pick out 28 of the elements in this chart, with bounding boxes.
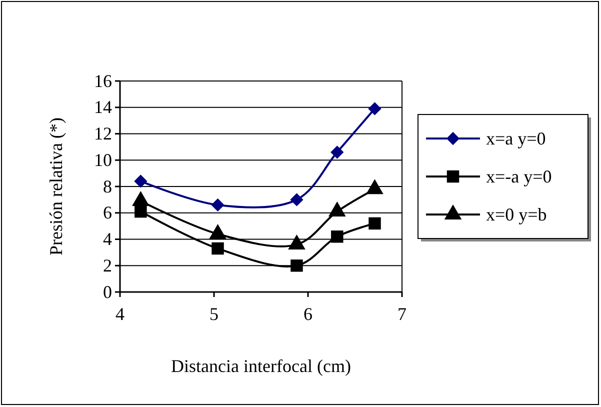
point — [368, 102, 382, 116]
x-tick-label: 4 — [116, 304, 124, 324]
point — [331, 230, 344, 243]
point — [134, 174, 148, 188]
legend-label: x=0 y=b — [486, 204, 547, 224]
x-tick-label: 7 — [398, 304, 406, 324]
x-axis-title: Distancia interfocal (cm) — [171, 356, 351, 376]
y-tick-label: 4 — [103, 229, 112, 250]
point — [211, 198, 224, 212]
point — [330, 146, 344, 159]
y-tick-label: 12 — [94, 124, 112, 144]
legend-label: x=a y=0 — [486, 128, 546, 148]
point — [290, 260, 303, 272]
point — [134, 205, 147, 218]
point — [368, 217, 381, 230]
legend-label: x=-a y=0 — [486, 166, 552, 186]
y-tick-label: 16 — [94, 70, 112, 91]
point — [290, 193, 304, 206]
y-tick-label: 8 — [103, 176, 112, 196]
y-tick-label: 10 — [94, 150, 112, 170]
x-tick-label: 5 — [210, 304, 218, 324]
x-tick-label: 6 — [304, 304, 312, 324]
y-axis-title: Presión relativa (*) — [46, 118, 66, 256]
y-tick-label: 0 — [103, 282, 112, 302]
y-tick-label: 2 — [103, 255, 112, 276]
y-tick-label: 6 — [103, 202, 112, 223]
point — [212, 242, 224, 255]
y-tick-label: 14 — [94, 97, 112, 118]
